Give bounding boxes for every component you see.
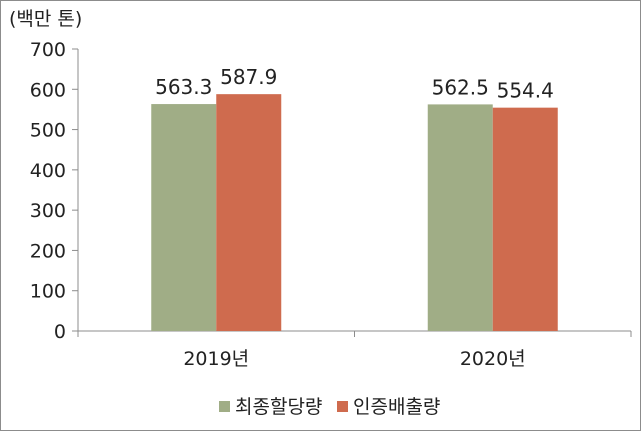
legend-swatch — [219, 401, 230, 412]
bar — [151, 104, 217, 331]
legend-label: 인증배출량 — [353, 396, 440, 418]
y-tick-label: 200 — [30, 240, 66, 262]
bar — [492, 107, 558, 331]
y-tick-label: 400 — [30, 160, 66, 182]
data-label: 587.9 — [220, 65, 277, 89]
axes: 0 100 200 300 400 500 600 700 2019년 2020년 — [30, 39, 632, 370]
category-label: 2019년 — [183, 348, 249, 370]
data-label: 563.3 — [155, 75, 212, 99]
y-tick-label: 300 — [30, 200, 66, 222]
category-label: 2020년 — [460, 348, 526, 370]
legend-swatch — [337, 401, 348, 412]
data-label: 562.5 — [432, 75, 489, 99]
legend: 최종할당량 인증배출량 — [219, 396, 440, 418]
bars-group: 563.3 587.9 562.5 554.4 — [151, 65, 558, 332]
y-tick-label: 600 — [30, 79, 66, 101]
legend-label: 최종할당량 — [235, 396, 322, 418]
bar — [216, 94, 282, 332]
y-tick-label: 0 — [54, 321, 66, 343]
data-label: 554.4 — [497, 79, 554, 103]
bar — [427, 104, 493, 332]
y-tick-label: 100 — [30, 281, 66, 303]
y-tick-label: 500 — [30, 120, 66, 142]
unit-label: (백만 톤) — [9, 8, 82, 30]
y-tick-label: 700 — [30, 39, 66, 61]
